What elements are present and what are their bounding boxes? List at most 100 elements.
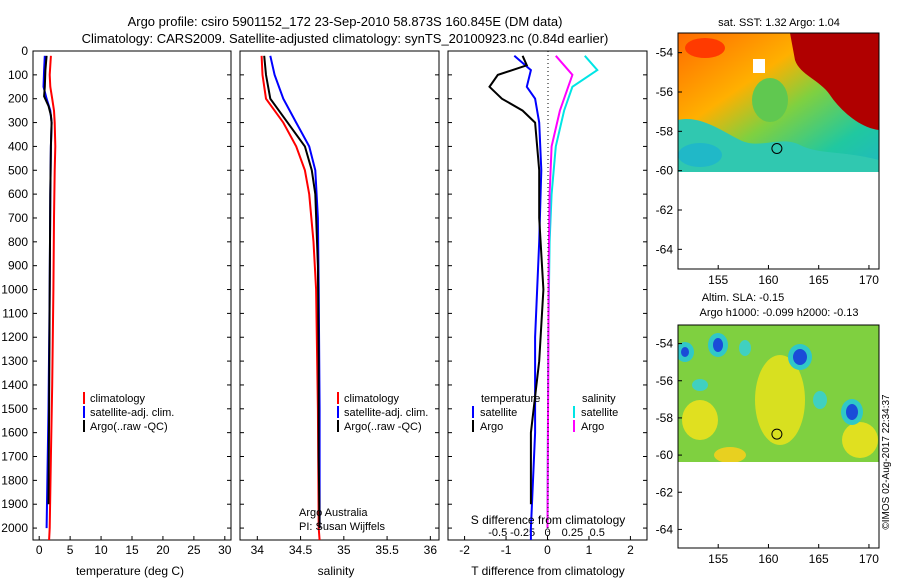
y-tick-label: 1400 bbox=[1, 378, 28, 392]
x-tick-label: 10 bbox=[94, 543, 108, 557]
temperature-legend: climatology satellite-adj. clim. Argo(..… bbox=[83, 392, 174, 433]
x-tick-label: 36 bbox=[424, 543, 438, 557]
x-tick-label: -1 bbox=[501, 543, 512, 557]
sla-yellow-band bbox=[755, 355, 805, 445]
x-tick-label: 20 bbox=[156, 543, 170, 557]
sla-map-field bbox=[678, 325, 879, 462]
sst-hot-spot bbox=[685, 38, 725, 58]
x-tick-label: 34.5 bbox=[289, 543, 313, 557]
annotation-argo-australia: Argo Australia bbox=[299, 507, 368, 519]
legend-label-climatology: climatology bbox=[344, 393, 400, 405]
difference-legend-salinity: salinity satellite Argo bbox=[573, 393, 618, 433]
legend-title-temperature: temperature bbox=[481, 393, 540, 405]
sla-cyan-patch bbox=[692, 379, 708, 391]
sst-cool-region bbox=[678, 119, 879, 172]
legend-label-climatology: climatology bbox=[90, 393, 146, 405]
y-tick-label: 1600 bbox=[1, 426, 28, 440]
y-tick-label: 100 bbox=[8, 68, 28, 82]
x-tick-label: 35.5 bbox=[375, 543, 399, 557]
sst-map-axes: 155 160 165 170 -54 -56 -58 -60 -62 -64 bbox=[656, 46, 880, 287]
sst-map-title: sat. SST: 1.32 Argo: 1.04 bbox=[718, 17, 840, 29]
map-y-tick-label: -64 bbox=[656, 522, 674, 536]
sla-yellow-patch bbox=[682, 400, 718, 440]
sla-map-title-line2: Argo h1000: -0.099 h2000: -0.13 bbox=[699, 307, 858, 319]
series-line-temperature-satellite bbox=[513, 55, 543, 540]
y-tick-label: 800 bbox=[8, 235, 28, 249]
legend-label-temp-argo: Argo bbox=[480, 421, 503, 433]
x-tick-label: 35 bbox=[337, 543, 351, 557]
y-tick-label: 1900 bbox=[1, 497, 28, 511]
x2-tick-label: 0.25 bbox=[562, 527, 583, 539]
legend-label-argo: Argo(..raw -QC) bbox=[344, 421, 422, 433]
y-tick-label: 1800 bbox=[1, 473, 28, 487]
map-y-tick-label: -56 bbox=[656, 85, 674, 99]
x2-tick-label: -0.25 bbox=[510, 527, 535, 539]
x2-tick-label: 0 bbox=[544, 527, 550, 539]
series-line-satellite-adj-clim- bbox=[269, 55, 321, 529]
sst-warm-region bbox=[790, 33, 879, 130]
y-tick-label: 200 bbox=[8, 92, 28, 106]
sst-cold-patch bbox=[678, 143, 722, 167]
x-tick-label: 15 bbox=[125, 543, 139, 557]
map-y-tick-label: -54 bbox=[656, 337, 674, 351]
sla-map-axes: 155 160 165 170 -54 -56 -58 -60 -62 -64 bbox=[656, 337, 880, 566]
map-x-tick-label: 160 bbox=[758, 552, 778, 566]
sst-map-frame bbox=[677, 32, 880, 270]
salinity-panel-frame bbox=[239, 50, 440, 541]
temperature-xlabel: temperature (deg C) bbox=[76, 564, 184, 578]
map-x-tick-label: 170 bbox=[859, 273, 879, 287]
sla-argo-position-marker bbox=[771, 428, 783, 440]
x-tick-label: 2 bbox=[627, 543, 634, 557]
map-x-tick-label: 160 bbox=[758, 273, 778, 287]
y-tick-label: 700 bbox=[8, 211, 28, 225]
legend-label-argo: Argo(..raw -QC) bbox=[90, 421, 168, 433]
salinity-legend: climatology satellite-adj. clim. Argo(..… bbox=[337, 392, 428, 433]
sla-map-frame bbox=[677, 324, 880, 549]
y-tick-label: 1200 bbox=[1, 330, 28, 344]
x2-tick-label: -0.5 bbox=[488, 527, 507, 539]
difference-legend-temperature: temperature satellite Argo bbox=[472, 393, 540, 433]
difference-axes: -2 -1 0 1 2 -0.5 -0.25 0 0.25 0.5 bbox=[448, 50, 647, 557]
difference-xlabel: T difference from climatology bbox=[471, 564, 625, 578]
annotation-pi-name: PI: Susan Wijffels bbox=[299, 521, 385, 533]
map-y-tick-label: -60 bbox=[656, 448, 674, 462]
legend-label-temp-satellite: satellite bbox=[480, 407, 517, 419]
salinity-lines bbox=[260, 55, 321, 541]
x2-tick-label: 0.5 bbox=[590, 527, 605, 539]
legend-title-salinity: salinity bbox=[582, 393, 616, 405]
x-tick-label: -2 bbox=[459, 543, 470, 557]
map-y-tick-label: -54 bbox=[656, 46, 674, 60]
figure-title-line2: Climatology: CARS2009. Satellite-adjuste… bbox=[82, 31, 609, 46]
map-y-tick-label: -60 bbox=[656, 164, 674, 178]
legend-label-satellite: satellite-adj. clim. bbox=[90, 407, 174, 419]
temperature-axes: 0 5 10 15 20 25 300100200300400500600700800900… bbox=[1, 44, 232, 557]
sst-argo-position-marker bbox=[771, 143, 783, 154]
legend-label-satellite: satellite-adj. clim. bbox=[344, 407, 428, 419]
salinity-axes: 34 34.5 35 35.5 36 bbox=[240, 50, 439, 557]
sla-cyan-patch bbox=[813, 391, 827, 409]
y-tick-label: 300 bbox=[8, 116, 28, 130]
y-tick-label: 1000 bbox=[1, 283, 28, 297]
map-y-tick-label: -62 bbox=[656, 485, 674, 499]
y-tick-label: 400 bbox=[8, 139, 28, 153]
map-y-tick-label: -56 bbox=[656, 374, 674, 388]
legend-label-sal-satellite: satellite bbox=[581, 407, 618, 419]
sst-green-patch bbox=[752, 78, 788, 122]
temperature-lines bbox=[42, 55, 57, 541]
series-line-climatology bbox=[48, 55, 57, 541]
y-tick-label: 900 bbox=[8, 259, 28, 273]
x-tick-label: 1 bbox=[586, 543, 593, 557]
series-line-argo-raw-qc- bbox=[263, 55, 321, 529]
map-x-tick-label: 170 bbox=[859, 552, 879, 566]
map-y-tick-label: -62 bbox=[656, 203, 674, 217]
map-x-tick-label: 165 bbox=[809, 273, 829, 287]
map-x-tick-label: 165 bbox=[809, 552, 829, 566]
sla-yellow-patch bbox=[714, 447, 746, 462]
x-tick-label: 0 bbox=[36, 543, 43, 557]
y-tick-label: 0 bbox=[21, 44, 28, 58]
series-line-salinity-satellite bbox=[546, 55, 599, 529]
sla-blue-eddy bbox=[681, 347, 689, 357]
map-y-tick-label: -58 bbox=[656, 124, 674, 138]
y-tick-label: 500 bbox=[8, 163, 28, 177]
y-tick-label: 1100 bbox=[2, 306, 28, 320]
